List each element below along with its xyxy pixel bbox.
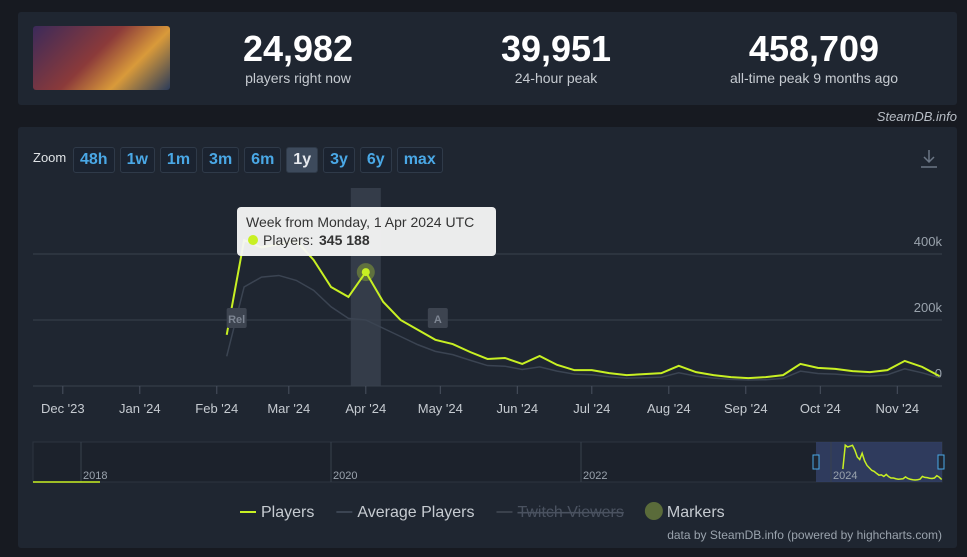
stat: 39,951 24-hour peak bbox=[436, 28, 676, 86]
x-tick-label: Sep '24 bbox=[724, 401, 768, 416]
navigator-label: 2020 bbox=[333, 470, 357, 482]
legend-label[interactable]: Twitch Viewers bbox=[517, 504, 623, 521]
site-credit: SteamDB.info bbox=[876, 109, 957, 124]
x-tick-label: Mar '24 bbox=[267, 401, 310, 416]
stat-label: players right now bbox=[245, 70, 351, 86]
game-image bbox=[33, 26, 170, 90]
stat-value: 24,982 bbox=[242, 28, 354, 69]
x-tick-label: Dec '23 bbox=[41, 401, 85, 416]
zoom-button[interactable]: 1m bbox=[159, 147, 198, 173]
stat-label: all-time peak 9 months ago bbox=[729, 70, 899, 86]
x-tick-label: Jan '24 bbox=[119, 401, 161, 416]
marker-label: Rel bbox=[228, 314, 245, 326]
tooltip-value: 345 188 bbox=[319, 232, 370, 248]
legend-label[interactable]: Markers bbox=[667, 504, 725, 521]
zoom-button[interactable]: 1w bbox=[119, 147, 155, 173]
tooltip-box bbox=[237, 207, 496, 256]
marker-box bbox=[226, 308, 247, 328]
zoom-button[interactable]: 1y bbox=[286, 147, 319, 173]
y-tick-label: 400k bbox=[914, 234, 943, 249]
x-tick-label: Nov '24 bbox=[875, 401, 919, 416]
footer-credit: data by SteamDB.info (powered by highcha… bbox=[667, 528, 942, 542]
series-line bbox=[225, 238, 940, 380]
navigator-label: 2024 bbox=[833, 470, 857, 482]
legend-label[interactable]: Players bbox=[261, 504, 314, 521]
x-tick-label: Feb '24 bbox=[195, 401, 238, 416]
zoom-label: Zoom bbox=[33, 150, 67, 165]
series-line bbox=[225, 274, 940, 381]
marker-box bbox=[427, 308, 448, 328]
stat-value: 458,709 bbox=[748, 28, 880, 69]
stat: 458,709 all-time peak 9 months ago bbox=[694, 28, 934, 86]
zoom-button[interactable]: 48h bbox=[73, 147, 115, 173]
zoom-button[interactable]: 3m bbox=[202, 147, 240, 173]
x-tick-label: Apr '24 bbox=[345, 401, 386, 416]
legend-label[interactable]: Average Players bbox=[357, 504, 474, 521]
navigator-handle[interactable] bbox=[937, 454, 945, 470]
tooltip-symbol bbox=[248, 235, 258, 245]
zoom-button[interactable]: 3y bbox=[323, 147, 355, 173]
stat-value: 39,951 bbox=[500, 28, 612, 69]
navigator-label: 2018 bbox=[83, 470, 107, 482]
y-tick-label: 200k bbox=[914, 300, 943, 315]
stats-panel: 24,982 players right now 39,951 24-hour pea… bbox=[18, 12, 957, 105]
x-tick-label: Jul '24 bbox=[573, 401, 610, 416]
zoom-button[interactable]: max bbox=[396, 147, 443, 173]
legend-symbol bbox=[644, 502, 663, 520]
navigator-handle[interactable] bbox=[812, 454, 820, 470]
y-tick-label: 0 bbox=[935, 366, 942, 381]
zoom-button[interactable]: 6y bbox=[359, 147, 392, 173]
x-tick-label: Oct '24 bbox=[800, 401, 841, 416]
x-tick-label: Aug '24 bbox=[647, 401, 691, 416]
stat: 24,982 players right now bbox=[178, 28, 418, 86]
navigator-line bbox=[842, 443, 943, 481]
zoom-buttons: 48h 1w 1m 3m 6m 1y 3y 6y max bbox=[73, 147, 448, 173]
tooltip-title: Week from Monday, 1 Apr 2024 UTC bbox=[246, 214, 474, 230]
hover-point bbox=[361, 268, 370, 277]
navigator-bg bbox=[32, 441, 943, 483]
stat-label: 24-hour peak bbox=[514, 70, 598, 86]
marker-label: A bbox=[434, 314, 442, 326]
x-tick-label: Jun '24 bbox=[497, 401, 539, 416]
tooltip-label: Players: bbox=[263, 232, 314, 248]
x-tick-label: May '24 bbox=[418, 401, 463, 416]
zoom-button[interactable]: 6m bbox=[244, 147, 282, 173]
download-icon[interactable] bbox=[921, 150, 937, 168]
navigator-label: 2022 bbox=[583, 470, 607, 482]
